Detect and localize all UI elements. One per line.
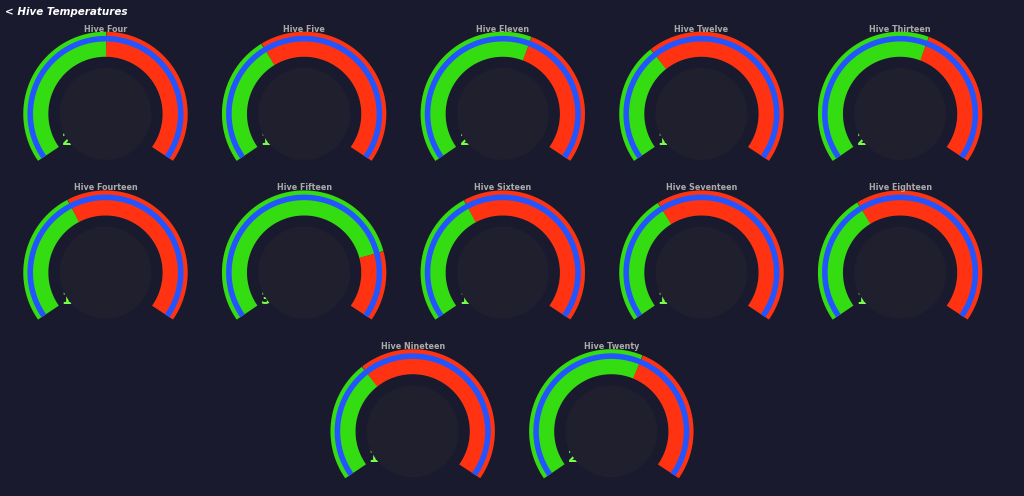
Text: 32.0 °C: 32.0 °C (261, 292, 321, 307)
Text: Hive Nineteen: Hive Nineteen (381, 342, 444, 351)
Text: Hive Fourteen: Hive Fourteen (74, 184, 137, 192)
Text: 15.0 °C: 15.0 °C (857, 292, 916, 307)
Text: 13.9 °C: 13.9 °C (658, 133, 718, 148)
Polygon shape (656, 227, 746, 318)
Text: < Hive Temperatures: < Hive Temperatures (5, 7, 128, 17)
Text: 20.1 °C: 20.1 °C (62, 133, 122, 148)
Text: Hive Thirteen: Hive Thirteen (869, 25, 931, 34)
Polygon shape (855, 68, 945, 159)
Text: 23.6 °C: 23.6 °C (568, 450, 628, 465)
Polygon shape (855, 227, 945, 318)
Polygon shape (60, 227, 151, 318)
Text: 15.5 °C: 15.5 °C (460, 292, 519, 307)
Text: Hive Sixteen: Hive Sixteen (474, 184, 531, 192)
Text: Hive Eleven: Hive Eleven (476, 25, 529, 34)
Polygon shape (259, 227, 349, 318)
Text: Hive Twelve: Hive Twelve (675, 25, 728, 34)
Text: 13.9 °C: 13.9 °C (370, 450, 429, 465)
Text: 15.0 °C: 15.0 °C (261, 133, 321, 148)
Text: 15.6 °C: 15.6 °C (62, 292, 122, 307)
Polygon shape (259, 68, 349, 159)
Text: Hive Twenty: Hive Twenty (584, 342, 639, 351)
Text: Hive Seventeen: Hive Seventeen (666, 184, 737, 192)
Polygon shape (60, 68, 151, 159)
Polygon shape (458, 227, 548, 318)
Text: 23.3 °C: 23.3 °C (460, 133, 519, 148)
Polygon shape (368, 386, 458, 477)
Text: Hive Five: Hive Five (284, 25, 325, 34)
Polygon shape (458, 68, 548, 159)
Text: Hive Four: Hive Four (84, 25, 127, 34)
Polygon shape (656, 68, 746, 159)
Text: Hive Fifteen: Hive Fifteen (276, 184, 332, 192)
Polygon shape (566, 386, 656, 477)
Text: 14.9 °C: 14.9 °C (658, 292, 718, 307)
Text: Hive Eighteen: Hive Eighteen (868, 184, 932, 192)
Text: 23.3 °C: 23.3 °C (857, 133, 916, 148)
